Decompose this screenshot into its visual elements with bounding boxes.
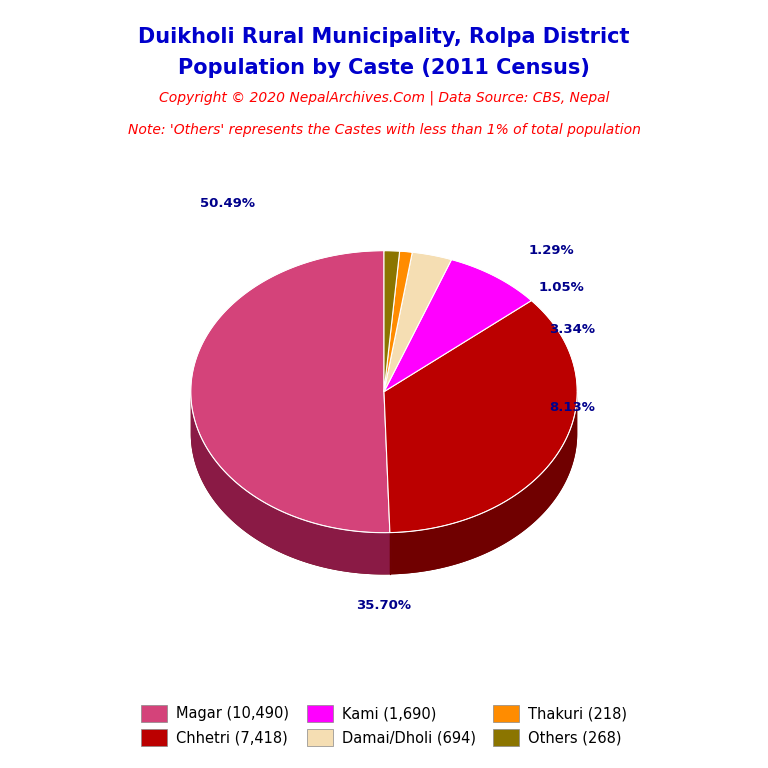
Polygon shape — [190, 392, 578, 574]
Polygon shape — [384, 251, 412, 392]
Text: 1.05%: 1.05% — [538, 281, 584, 293]
Text: 3.34%: 3.34% — [549, 323, 595, 336]
Text: 1.29%: 1.29% — [528, 244, 574, 257]
Polygon shape — [390, 392, 578, 574]
Polygon shape — [190, 250, 390, 533]
Text: 8.13%: 8.13% — [549, 401, 595, 414]
Polygon shape — [384, 300, 578, 533]
Polygon shape — [190, 393, 390, 574]
Polygon shape — [384, 250, 399, 392]
Text: Duikholi Rural Municipality, Rolpa District: Duikholi Rural Municipality, Rolpa Distr… — [138, 27, 630, 47]
Text: Copyright © 2020 NepalArchives.Com | Data Source: CBS, Nepal: Copyright © 2020 NepalArchives.Com | Dat… — [159, 91, 609, 105]
Text: 50.49%: 50.49% — [200, 197, 255, 210]
Text: Population by Caste (2011 Census): Population by Caste (2011 Census) — [178, 58, 590, 78]
Text: 35.70%: 35.70% — [356, 599, 412, 612]
Polygon shape — [384, 260, 531, 392]
Text: Note: 'Others' represents the Castes with less than 1% of total population: Note: 'Others' represents the Castes wit… — [127, 123, 641, 137]
Polygon shape — [384, 252, 452, 392]
Legend: Magar (10,490), Chhetri (7,418), Kami (1,690), Damai/Dholi (694), Thakuri (218),: Magar (10,490), Chhetri (7,418), Kami (1… — [134, 697, 634, 753]
